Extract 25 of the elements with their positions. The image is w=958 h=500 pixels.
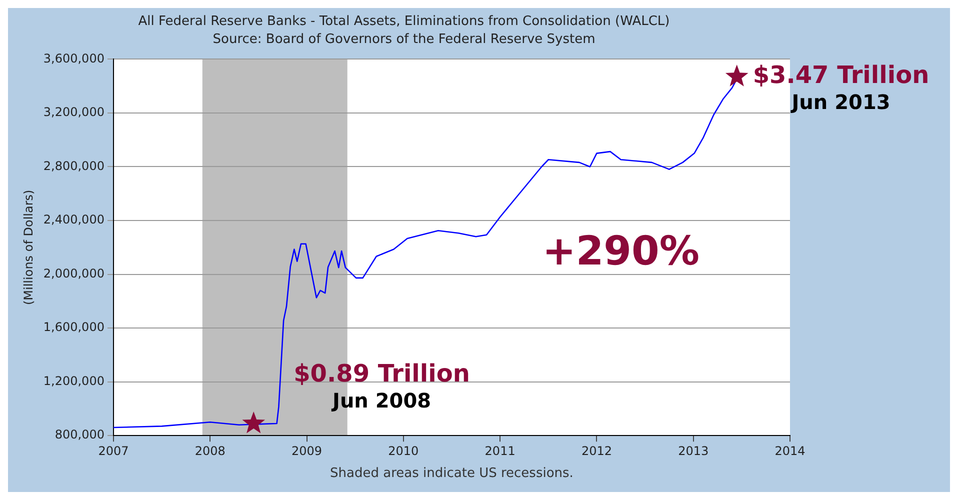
annotation: Jun 2008 [330,388,432,413]
annotation: $0.89 Trillion [294,360,470,388]
y-axis-title: (Millions of Dollars) [21,190,36,306]
y-tick-label: 3,200,000 [43,105,104,120]
y-tick-label: 3,600,000 [43,51,104,66]
y-tick-label: 1,200,000 [43,374,104,388]
y-tick-label: 1,600,000 [43,320,104,334]
y-tick-label: 2,000,000 [43,266,104,280]
x-tick-label: 2009 [291,444,322,458]
y-tick-label: 2,400,000 [43,212,104,227]
annotation: +290% [542,228,700,275]
x-tick-label: 2007 [98,444,129,458]
chart-title: All Federal Reserve Banks - Total Assets, Eliminations from Consolidation (WALCL) [138,14,670,30]
y-tick-label: 800,000 [54,428,104,442]
annotation: $3.47 Trillion [752,60,930,89]
x-tick-label: 2013 [678,444,709,458]
chart-subtitle: Source: Board of Governors of the Federal Reserve System [212,32,596,47]
x-tick-label: 2010 [388,444,419,458]
x-tick-label: 2008 [194,444,226,458]
x-tick-label: 2011 [484,444,516,458]
y-tick-label: 2,800,000 [43,158,104,173]
x-tick-label: 2012 [581,444,612,458]
text: Jun 2013 [790,90,890,114]
text: Shaded areas indicate US recessions. [330,466,574,481]
x-tick-label: 2014 [774,444,806,458]
